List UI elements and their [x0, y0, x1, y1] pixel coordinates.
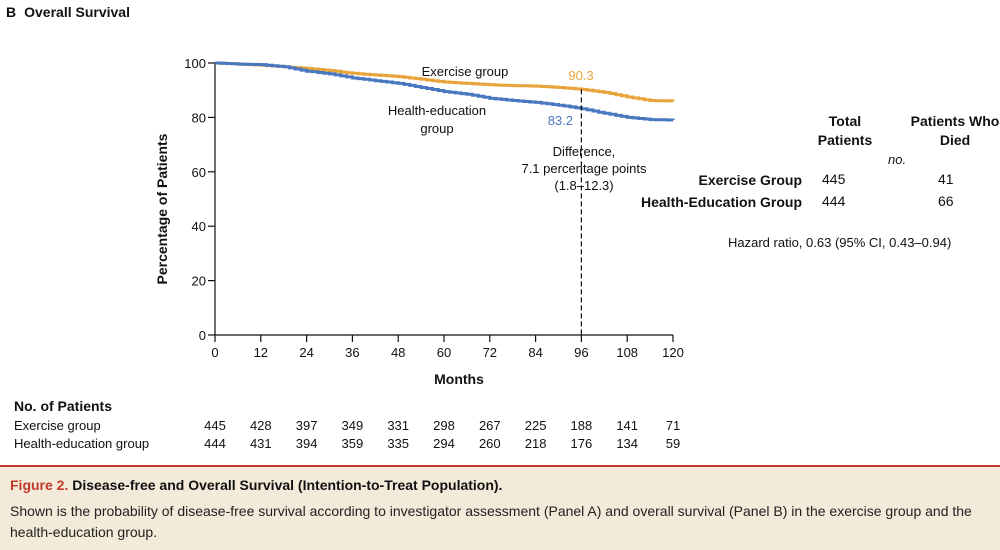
x-tick-label: 12 — [254, 345, 268, 360]
caption-title-text: Disease-free and Overall Survival (Inten… — [72, 477, 503, 493]
difference-label-3: (1.8–12.3) — [554, 178, 613, 193]
x-tick-label: 96 — [574, 345, 588, 360]
unit-label: no. — [888, 152, 907, 167]
y-tick-label: 0 — [199, 328, 206, 343]
risk-cell: 444 — [204, 436, 226, 451]
risk-cell: 260 — [478, 436, 501, 451]
risk-row-label-health: Health-education group — [14, 436, 150, 451]
row-label-health: Health-Education Group — [641, 194, 802, 210]
risk-cell: 335 — [387, 436, 410, 451]
risk-cell: 267 — [478, 418, 501, 433]
health-value-label: 83.2 — [548, 113, 573, 128]
risk-row-label-exercise: Exercise group — [14, 418, 101, 433]
died-exercise: 41 — [938, 171, 954, 187]
x-tick-label: 0 — [211, 345, 218, 360]
risk-cell: 134 — [616, 436, 639, 451]
exercise-value-label: 90.3 — [568, 68, 593, 83]
risk-cell: 71 — [665, 418, 681, 433]
y-axis-label: Percentage of Patients — [154, 133, 170, 284]
panel-title: B Overall Survival — [6, 4, 130, 20]
panel-title-text: Overall Survival — [24, 4, 130, 20]
x-axis-label: Months — [434, 371, 484, 387]
health-education-curve — [215, 61, 675, 122]
risk-cell: 188 — [570, 418, 593, 433]
header-patients-died: Patients Who Died — [910, 113, 1000, 148]
exercise-curve-label: Exercise group — [422, 64, 509, 79]
risk-cell: 298 — [433, 418, 455, 433]
x-tick-label: 60 — [437, 345, 451, 360]
row-label-exercise: Exercise Group — [698, 172, 803, 188]
header-total-patients: Total Patients — [817, 113, 873, 148]
x-tick-label: 120 — [662, 345, 684, 360]
risk-cell: 349 — [341, 418, 364, 433]
difference-label-1: Difference, — [553, 144, 616, 159]
risk-cell: 331 — [387, 418, 410, 433]
risk-cell: 428 — [249, 418, 272, 433]
risk-table-title: No. of Patients — [14, 398, 113, 414]
x-tick-label: 72 — [483, 345, 497, 360]
x-tick-label: 48 — [391, 345, 405, 360]
y-tick-label: 60 — [192, 165, 206, 180]
risk-cell: 359 — [341, 436, 364, 451]
hazard-ratio: Hazard ratio, 0.63 (95% CI, 0.43–0.94) — [728, 235, 952, 250]
difference-label-2: 7.1 percentage points — [521, 161, 647, 176]
y-tick-label: 20 — [192, 274, 206, 289]
x-tick-label: 84 — [528, 345, 542, 360]
risk-cell: 294 — [433, 436, 455, 451]
died-health: 66 — [938, 193, 954, 209]
y-tick-label: 80 — [192, 110, 206, 125]
health-curve-label-2: group — [420, 121, 453, 136]
total-exercise: 445 — [822, 171, 846, 187]
risk-cell: 397 — [295, 418, 318, 433]
risk-cell: 431 — [249, 436, 272, 451]
x-tick-label: 24 — [299, 345, 313, 360]
total-health: 444 — [822, 193, 846, 209]
y-tick-label: 40 — [192, 219, 206, 234]
risk-cell: 394 — [295, 436, 318, 451]
caption-body: Shown is the probability of disease-free… — [10, 503, 972, 540]
figure-label: Figure 2. — [10, 477, 69, 493]
risk-cell: 141 — [616, 418, 639, 433]
x-tick-label: 108 — [616, 345, 638, 360]
x-tick-label: 36 — [345, 345, 359, 360]
y-tick-label: 100 — [184, 56, 206, 71]
caption-title: Figure 2. Disease-free and Overall Survi… — [10, 477, 502, 493]
health-curve-label-1: Health-education — [388, 103, 486, 118]
risk-cell: 225 — [524, 418, 547, 433]
risk-cell: 176 — [570, 436, 593, 451]
risk-cell: 59 — [665, 436, 681, 451]
survival-chart: 0 20 40 60 80 100 0 12 24 36 48 60 72 84 96 108 120 Month… — [154, 56, 684, 387]
risk-cell: 218 — [524, 436, 547, 451]
risk-cell: 445 — [204, 418, 226, 433]
figure-caption: Figure 2. Disease-free and Overall Survi… — [0, 465, 1000, 550]
panel-letter: B — [6, 4, 17, 20]
